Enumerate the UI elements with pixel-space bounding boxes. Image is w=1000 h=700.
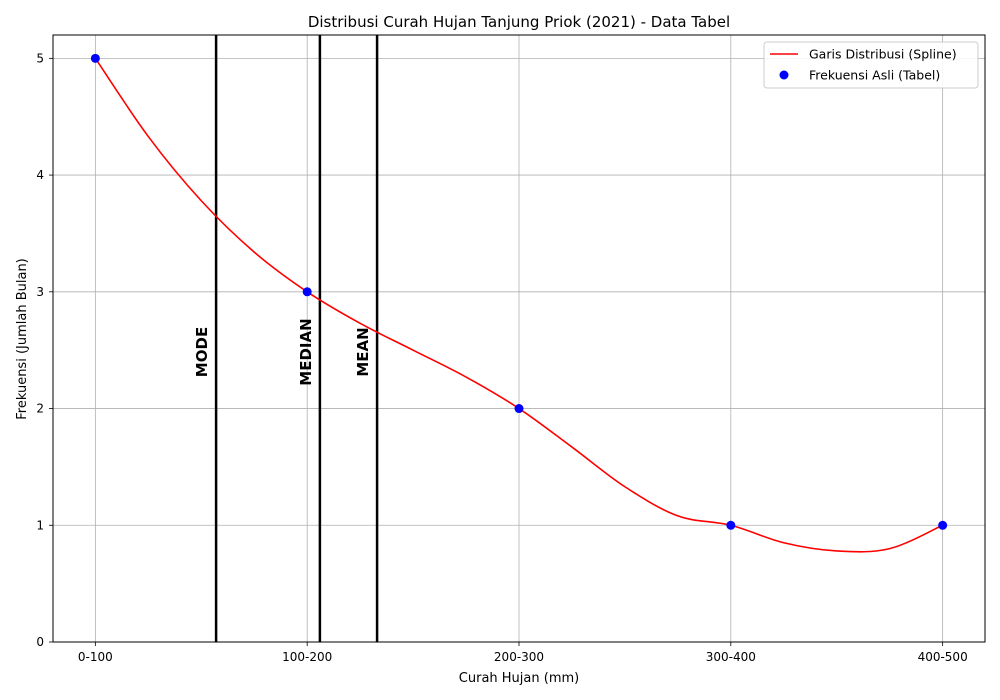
legend-box <box>763 41 979 89</box>
data-point <box>90 53 100 63</box>
data-point <box>726 520 736 530</box>
x-axis-label: Curah Hujan (mm) <box>459 671 579 686</box>
x-tick-label: 200-300 <box>494 650 544 664</box>
x-tick-label: 100-200 <box>282 650 332 664</box>
y-tick-label: 5 <box>36 51 44 65</box>
data-point <box>302 287 312 297</box>
legend-label: Frekuensi Asli (Tabel) <box>809 68 940 83</box>
vline-label-mode: MODE <box>193 327 211 377</box>
y-tick-label: 0 <box>36 635 44 649</box>
vline-label-median: MEDIAN <box>297 318 315 385</box>
legend: Garis Distribusi (Spline) Frekuensi Asli … <box>763 41 979 89</box>
data-point <box>938 520 948 530</box>
legend-label: Garis Distribusi (Spline) <box>809 47 957 62</box>
vline-label-mean: MEAN <box>354 327 372 376</box>
y-tick-label: 4 <box>36 168 44 182</box>
y-tick-label: 1 <box>36 518 44 532</box>
plot-area: 0-100 100-200 200-300 300-400 400-500 0 1 2 3 4 5 M… <box>36 34 986 664</box>
chart-title: Distribusi Curah Hujan Tanjung Priok (20… <box>308 13 730 31</box>
y-tick-label: 2 <box>36 402 44 416</box>
y-tick-label: 3 <box>36 285 44 299</box>
x-tick-label: 300-400 <box>706 650 756 664</box>
data-point <box>514 404 524 414</box>
series-line-spline <box>94 57 943 553</box>
legend-swatch-point <box>779 70 789 80</box>
axes-frame <box>52 34 986 643</box>
x-tick-label: 400-500 <box>918 650 968 664</box>
x-tick-label: 0-100 <box>78 650 113 664</box>
y-axis-label: Frekuensi (Jumlah Bulan) <box>15 258 30 420</box>
